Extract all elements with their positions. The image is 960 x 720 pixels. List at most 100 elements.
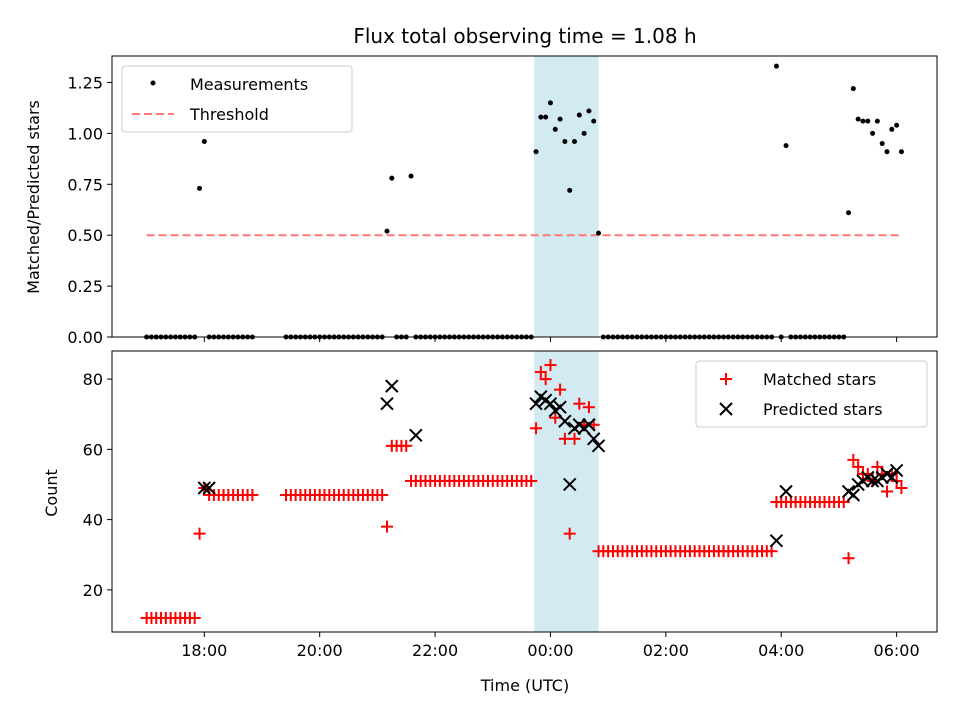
x-tick-label: 04:00 [758,641,804,660]
measurement-point [538,114,544,120]
matched-star-point [563,527,576,540]
bottom-y-ticks: 20 40 60 80 [83,370,112,600]
matched-star-point [400,439,413,452]
bottom-legend-box [695,360,928,428]
matched-star-point [895,481,908,494]
measurement-point [894,122,900,128]
x-tick-label: 22:00 [412,641,458,660]
measurement-point [591,118,597,124]
legend-measurements-marker [150,80,156,86]
y-tick-label: 0.00 [67,328,103,347]
matched-star-point [549,411,562,424]
top-y-ticks: 0.00 0.25 0.50 0.75 1.00 1.25 [67,73,112,347]
measurement-point [543,114,549,120]
x-tick-label: 20:00 [297,641,343,660]
predicted-star-point [582,418,596,432]
measurement-point [572,139,577,145]
legend-matched-label: Matched stars [763,370,876,389]
matched-star-point [837,496,850,509]
measurement-point [576,112,582,118]
measurement-point [773,63,779,69]
predicted-star-point [202,481,216,495]
top-highlight-span [534,56,599,337]
matched-star-point [881,485,893,498]
measurement-point [783,143,789,149]
measurement-point [547,100,553,106]
measurement-point [865,118,871,124]
matched-star-point [871,460,884,473]
measurement-point [850,86,856,92]
x-tick-label: 02:00 [643,641,689,660]
x-axis-label: Time (UTC) [480,676,569,695]
matched-star-point [842,552,855,565]
predicted-star-point [885,470,899,485]
top-plot-frame [111,55,938,338]
matched-star-point [376,489,389,502]
matched-star-point [193,527,206,540]
measurement-point [855,116,861,122]
matched-star-point [534,366,547,379]
measurement-point [201,139,207,145]
top-panel: 0.00 0.25 0.50 0.75 1.00 1.25 Matched/Predict… [24,55,938,347]
y-tick-label: 1.00 [67,124,103,143]
matched-star-point [188,611,201,624]
predicted-star-point [553,400,567,414]
predicted-stars-points [197,379,904,548]
predicted-star-point [591,439,606,453]
measurement-point [884,149,890,155]
legend-predicted-label: Predicted stars [763,400,883,419]
predicted-star-point [409,428,423,443]
matched-star-point [539,373,552,386]
top-legend-box [121,65,353,133]
predicted-star-point [769,533,784,548]
bottom-legend: Matched stars Predicted stars [695,360,928,428]
matched-star-point [568,432,581,445]
legend-threshold-label: Threshold [189,105,269,124]
measurement-point [874,118,880,124]
y-tick-label: 80 [83,370,103,389]
bottom-x-ticks: 18:00 20:00 22:00 00:00 02:00 04:00 06:00 [181,632,920,660]
matched-star-point [765,545,778,558]
matched-stars-points [140,359,908,624]
matched-star-point [544,359,557,372]
measurement-point [562,139,568,145]
y-tick-label: 60 [83,440,103,459]
y-tick-label: 0.50 [67,226,103,245]
measurement-point [552,126,558,132]
predicted-star-point [889,463,904,478]
matched-star-point [847,453,860,466]
measurement-point [384,228,390,234]
measurement-point [889,126,895,132]
top-legend: Measurements Threshold [121,65,353,133]
predicted-star-point [197,481,212,495]
predicted-star-point [587,432,601,446]
x-tick-label: 06:00 [874,641,920,660]
predicted-star-point [846,488,861,502]
measurement-point [596,230,602,236]
y-tick-label: 20 [83,581,103,600]
highlight-span-rect [534,56,599,337]
bottom-panel: 20 40 60 80 18:00 20:00 22:00 00:00 02:00 04:00 0… [42,350,938,695]
bottom-plot-frame [111,350,938,633]
measurement-point [581,130,587,136]
measurement-point [870,130,876,136]
predicted-star-point [779,484,793,499]
x-tick-label: 00:00 [527,641,573,660]
top-y-axis-label: Matched/Predicted stars [24,100,43,294]
measurement-point [557,116,563,122]
measurement-point [389,175,395,181]
measurement-point [846,210,852,216]
y-tick-label: 0.25 [67,277,103,296]
chart-title: Flux total observing time = 1.08 h [353,24,696,48]
matched-star-point [554,383,567,396]
measurement-point [567,187,573,193]
matched-star-point [525,474,538,487]
matched-star-point [530,422,543,435]
bottom-y-axis-label: Count [42,469,61,517]
legend-measurements-label: Measurements [190,75,308,94]
predicted-star-point [543,396,558,411]
measurement-point [586,108,592,114]
predicted-star-point [558,414,572,428]
predicted-star-point [865,474,880,488]
